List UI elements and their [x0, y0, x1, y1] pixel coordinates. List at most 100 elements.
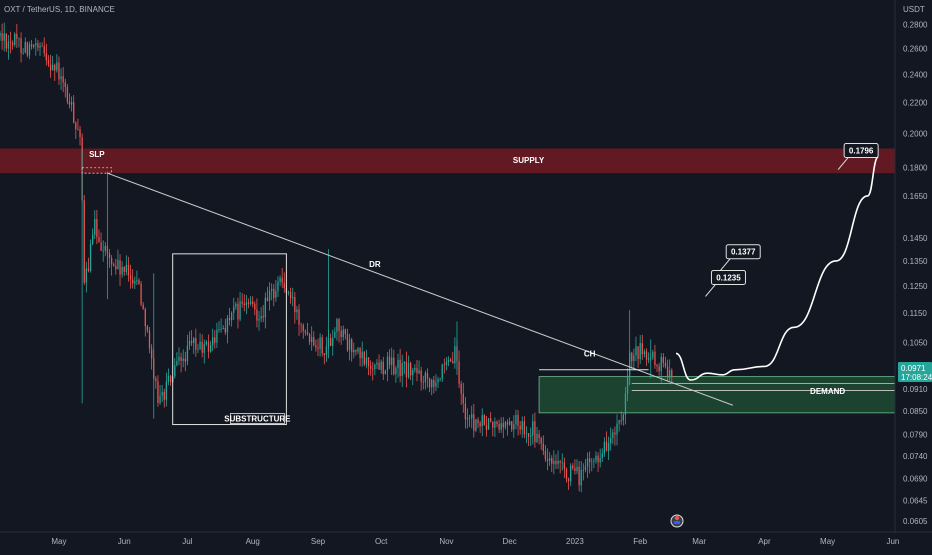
candle-body — [437, 379, 439, 383]
candle-body — [454, 346, 456, 364]
candle-body — [513, 424, 515, 430]
candle-body — [165, 381, 168, 400]
zones-layer — [0, 148, 896, 414]
candle-body — [319, 337, 321, 349]
candle-body — [391, 357, 393, 365]
candle-body — [222, 327, 224, 330]
price-axis[interactable]: 0.2800 0.2600 0.2400 0.2200 0.2000 0.1800 0.16… — [903, 21, 928, 527]
dr-trendline[interactable] — [107, 172, 734, 406]
candle-body — [420, 370, 422, 382]
candle-body — [26, 42, 29, 56]
candle-body — [33, 45, 35, 47]
candle-body — [11, 42, 14, 45]
candle-body — [405, 361, 408, 378]
candle-body — [1, 33, 3, 41]
candle-body — [45, 53, 47, 61]
candle-body — [595, 455, 597, 461]
candle-body — [612, 432, 614, 439]
candle-body — [41, 45, 43, 47]
event-marker[interactable] — [670, 514, 684, 528]
candle-body — [433, 379, 435, 387]
candle-body — [344, 329, 347, 334]
candle-body — [258, 318, 260, 321]
candle-body — [283, 282, 285, 288]
event-marker-base — [674, 521, 680, 524]
candle-body — [605, 441, 608, 451]
time-tick-label: Nov — [439, 537, 453, 546]
candle-body — [555, 460, 557, 465]
candle-body — [178, 357, 180, 361]
candle-body — [22, 52, 24, 54]
candle-body — [635, 346, 637, 356]
candle-body — [530, 435, 532, 437]
candle-body — [233, 306, 235, 313]
candle-body — [441, 364, 443, 379]
candle-body — [20, 38, 22, 54]
candle-body — [363, 351, 365, 365]
candle-body — [260, 316, 262, 319]
candle-body — [386, 356, 389, 371]
substructure-label-bg — [229, 413, 285, 424]
candle-body — [218, 329, 220, 330]
candle-body — [199, 341, 201, 350]
candle-body — [523, 421, 526, 435]
candle-body — [652, 351, 654, 358]
candle-body — [546, 459, 549, 461]
time-tick-label: Dec — [503, 537, 517, 546]
projection-path[interactable] — [675, 156, 879, 381]
target-callout-box[interactable] — [725, 244, 761, 260]
time-tick-label: May — [820, 537, 835, 546]
candle-body — [481, 415, 483, 427]
candle-body — [424, 372, 427, 383]
candle-body — [264, 297, 266, 318]
supply-zone — [0, 148, 895, 174]
dr-label: DR — [369, 260, 381, 269]
candle-body — [548, 458, 551, 461]
candle-body — [167, 375, 170, 382]
candle-body — [669, 370, 671, 378]
substructure-label: SUBSTRUCTURE — [224, 415, 291, 424]
candle-body — [553, 460, 555, 464]
target-callout-box[interactable] — [843, 143, 879, 159]
candle-body — [148, 330, 151, 349]
candle-body — [49, 64, 52, 71]
candle-body — [563, 462, 566, 470]
substructure-box[interactable] — [172, 253, 287, 426]
candle-body — [519, 425, 521, 430]
candle-body — [570, 465, 572, 482]
candle-body — [228, 317, 231, 321]
time-axis[interactable]: May Jun Jul Aug Sep Oct Nov Dec 2023 Feb Mar Apr May… — [51, 537, 899, 546]
time-tick-label: Jun — [886, 537, 899, 546]
candle-body — [376, 362, 378, 365]
candle-body — [220, 329, 222, 330]
candle-body — [134, 281, 136, 284]
candle-body — [271, 288, 273, 291]
candle-body — [87, 268, 90, 272]
candle-body — [565, 469, 568, 479]
time-tick-label: May — [51, 537, 66, 546]
target-callout-box[interactable] — [710, 269, 746, 285]
candle-body — [132, 279, 134, 284]
candle-body — [138, 280, 140, 284]
candle-body — [136, 280, 138, 282]
candle-body — [64, 82, 66, 88]
candle-body — [367, 357, 370, 367]
candle-body — [639, 343, 641, 360]
candle-body — [169, 375, 172, 383]
candle-body — [239, 301, 241, 320]
candle-body — [412, 370, 414, 376]
candle-body — [294, 297, 296, 313]
time-tick-label: 2023 — [566, 537, 584, 546]
candle-body — [660, 356, 662, 372]
candle-body — [161, 391, 163, 396]
candle-body — [157, 381, 159, 403]
candle-body — [462, 393, 464, 404]
candle-body — [403, 361, 405, 364]
candle-body — [62, 76, 64, 83]
candle-body — [277, 281, 279, 291]
candle-body — [186, 345, 189, 362]
candle-body — [85, 268, 87, 283]
